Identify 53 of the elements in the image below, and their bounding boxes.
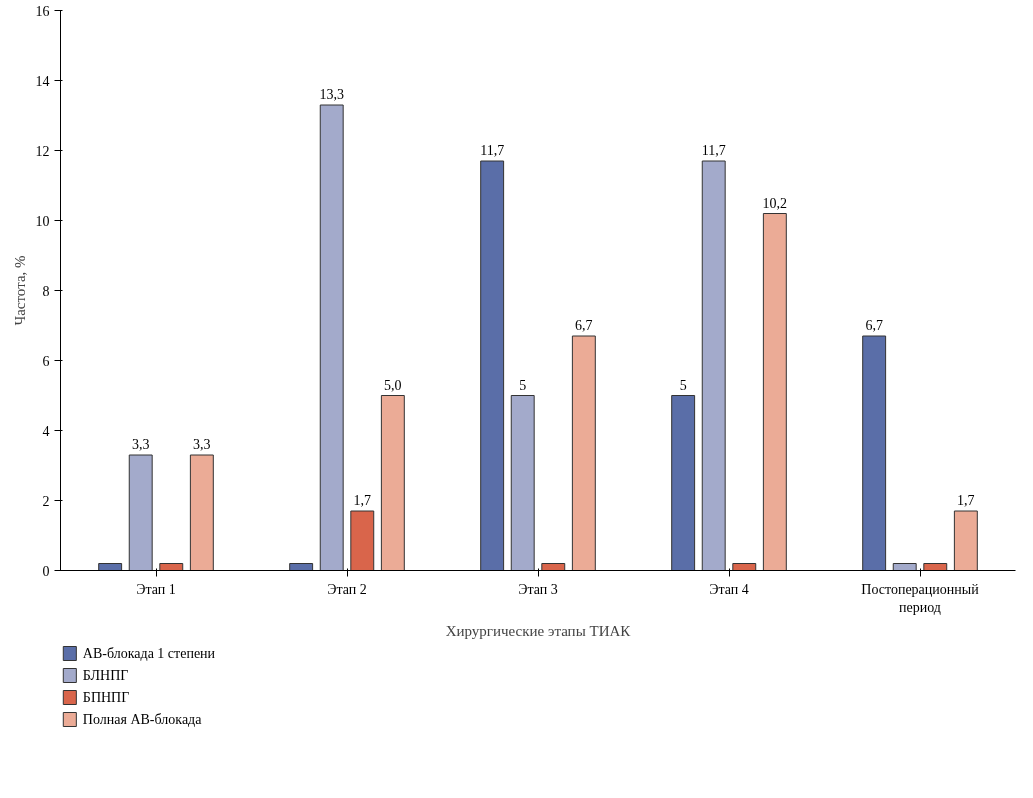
x-axis-title: Хирургические этапы ТИАК xyxy=(445,622,632,639)
bar xyxy=(923,563,948,571)
legend-label: АВ-блокада 1 степени xyxy=(82,646,216,661)
data-label: 5 xyxy=(519,377,527,393)
legend-label: БЛНПГ xyxy=(82,668,129,683)
y-axis-title: Частота, % xyxy=(11,255,28,326)
data-label: 3,3 xyxy=(131,437,150,452)
bar xyxy=(480,160,505,571)
y-tick-label: 12 xyxy=(35,143,50,159)
data-label: 3,3 xyxy=(193,437,211,452)
bar xyxy=(510,395,535,571)
bar xyxy=(671,395,696,571)
data-label: 5 xyxy=(679,377,687,393)
data-label: 11,7 xyxy=(701,143,726,158)
y-tick-label: 10 xyxy=(35,213,50,229)
bar xyxy=(862,335,887,571)
x-tick-label: Этап 3 xyxy=(518,581,558,597)
bar xyxy=(892,563,917,571)
bar xyxy=(189,454,214,571)
bar xyxy=(128,454,153,571)
data-label: 1,7 xyxy=(353,493,372,508)
x-tick-label: Этап 4 xyxy=(709,581,749,597)
bar xyxy=(289,563,314,571)
bar xyxy=(732,563,757,571)
bar xyxy=(571,335,596,571)
y-tick-label: 14 xyxy=(35,73,50,89)
y-tick-label: 2 xyxy=(42,493,50,509)
data-label: 6,7 xyxy=(575,318,593,333)
y-tick-label: 4 xyxy=(42,423,50,439)
data-label: 11,7 xyxy=(480,143,505,158)
x-tick-label: Этап 2 xyxy=(327,581,367,597)
bar xyxy=(701,160,726,571)
bar xyxy=(350,510,375,571)
bar xyxy=(319,104,344,571)
x-tick-label: Постоперационный период xyxy=(861,581,980,615)
y-tick-label: 8 xyxy=(42,283,50,299)
legend-label: Полная АВ-блокада xyxy=(82,712,203,727)
bar xyxy=(541,563,566,571)
data-label: 10,2 xyxy=(762,195,788,211)
legend-label: БПНПГ xyxy=(82,690,130,705)
data-label: 5,0 xyxy=(384,377,402,393)
bar xyxy=(98,563,123,571)
bar xyxy=(380,395,405,571)
data-label: 6,7 xyxy=(865,318,883,333)
bar xyxy=(953,510,978,571)
bar xyxy=(762,213,787,571)
y-tick-label: 16 xyxy=(35,3,50,19)
y-tick-label: 0 xyxy=(42,563,50,579)
data-label: 1,7 xyxy=(957,493,975,508)
data-label: 13,3 xyxy=(319,87,344,102)
y-tick-label: 6 xyxy=(42,353,50,369)
x-tick-label: Этап 1 xyxy=(136,581,176,597)
bar xyxy=(159,563,184,571)
